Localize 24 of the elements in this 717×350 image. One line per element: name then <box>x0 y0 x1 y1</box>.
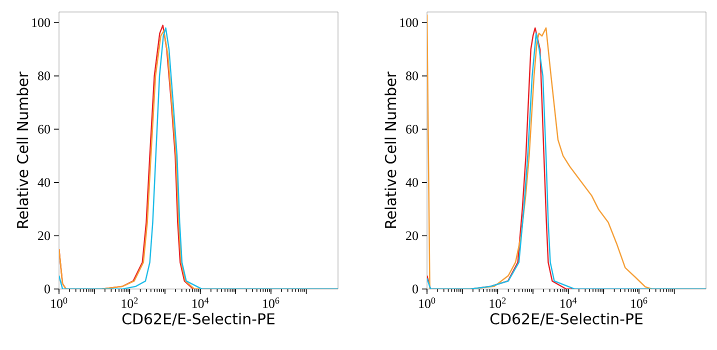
y-tick-label: 20 <box>406 231 418 240</box>
x-axis-title: CD62E/E-Selectin-PE <box>122 312 274 326</box>
x-tick-label: 10$^{4}$ <box>192 298 209 308</box>
y-axis-title: Relative Cell Number <box>384 72 396 228</box>
x-tick-label: 10$^{4}$ <box>560 298 577 308</box>
y-tick-label: 60 <box>406 124 418 134</box>
y-tick-label: 100 <box>400 18 418 28</box>
y-tick-label: 60 <box>38 124 50 134</box>
x-tick-label: 10$^{2}$ <box>490 298 506 308</box>
x-tick-label: 10$^{0}$ <box>51 298 68 308</box>
x-tick-label: 10$^{2}$ <box>122 298 138 308</box>
x-tick-label: 10$^{0}$ <box>419 298 436 308</box>
y-tick-label: 0 <box>44 284 50 294</box>
y-tick-label: 40 <box>406 178 418 187</box>
y-tick-label: 80 <box>38 72 50 80</box>
x-tick-label: 10$^{6}$ <box>631 298 648 308</box>
x-axis-title: CD62E/E-Selectin-PE <box>490 312 642 326</box>
y-tick-label: 40 <box>38 178 50 187</box>
y-tick-label: 0 <box>412 284 418 294</box>
x-tick-label: 10$^{6}$ <box>263 298 280 308</box>
y-axis-title: Relative Cell Number <box>16 72 28 228</box>
y-tick-label: 100 <box>32 18 50 28</box>
y-tick-label: 20 <box>38 231 50 240</box>
y-tick-label: 80 <box>406 72 418 80</box>
